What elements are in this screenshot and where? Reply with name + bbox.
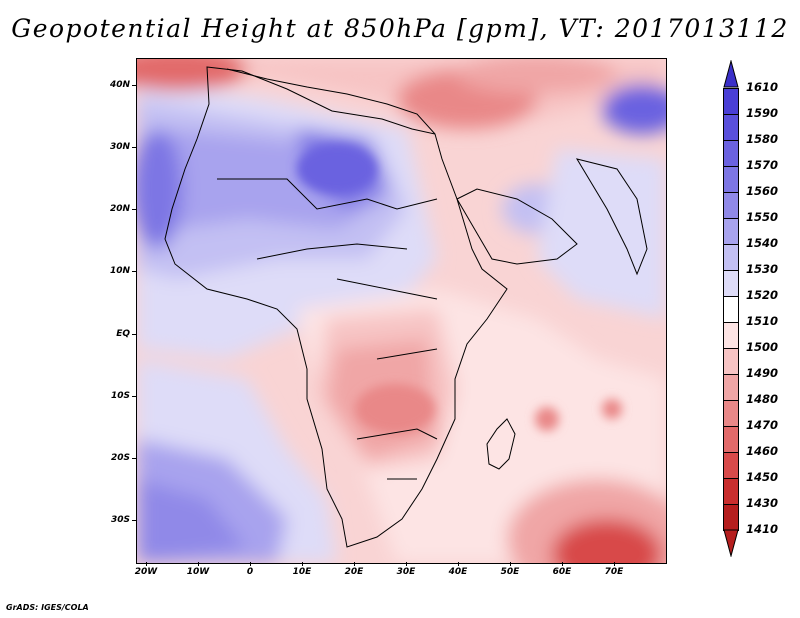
mediterranean-coast	[226, 68, 436, 135]
colorbar-swatch	[723, 296, 739, 323]
colorbar-level-label: 1510	[746, 314, 779, 328]
lat-tick	[132, 334, 136, 335]
colorbar-level-label: 1580	[746, 132, 779, 146]
colorbar-bottom-arrow	[723, 529, 739, 557]
colorbar-level-label: 1410	[746, 522, 779, 536]
colorbar-level-label: 1450	[746, 470, 779, 484]
colorbar-swatch	[723, 426, 739, 453]
lon-tick	[458, 562, 459, 566]
lon-label-10w: 10W	[186, 567, 210, 577]
colorbar-level-label: 1430	[746, 496, 779, 510]
lat-label-20s: 20S	[110, 453, 130, 463]
colorbar-level-label: 1480	[746, 392, 779, 406]
colorbar-swatch	[723, 166, 739, 193]
chart-title: Geopotential Height at 850hPa [gpm], VT:…	[11, 14, 789, 43]
lat-tick	[132, 520, 136, 521]
lon-tick	[198, 562, 199, 566]
colorbar-swatch	[723, 244, 739, 271]
colorbar-swatch	[723, 114, 739, 141]
lon-tick	[302, 562, 303, 566]
colorbar-swatch	[723, 192, 739, 219]
lat-label-10n: 10N	[109, 266, 130, 276]
colorbar-swatch	[723, 322, 739, 349]
coastlines	[164, 66, 648, 548]
country-borders	[217, 178, 438, 480]
colorbar-level-label: 1490	[746, 366, 779, 380]
lat-tick	[132, 396, 136, 397]
lon-tick	[354, 562, 355, 566]
lon-tick	[146, 562, 147, 566]
height-field	[137, 59, 666, 563]
madagascar-coast	[486, 418, 516, 470]
colorbar-swatch	[723, 504, 739, 531]
lon-label-50e: 50E	[500, 567, 520, 577]
colorbar-top-arrow	[723, 60, 739, 88]
lon-label-0: 0	[246, 567, 254, 577]
lon-tick	[406, 562, 407, 566]
india-coast	[575, 158, 648, 276]
lon-label-70e: 70E	[604, 567, 624, 577]
colorbar-swatch	[723, 88, 739, 115]
colorbar-level-label: 1550	[746, 210, 779, 224]
lon-tick	[510, 562, 511, 566]
colorbar-level-label: 1610	[746, 80, 779, 94]
map-plot-area	[136, 58, 667, 564]
colorbar-level-label: 1460	[746, 444, 779, 458]
lat-label-eq: EQ	[116, 329, 130, 339]
lon-tick	[250, 562, 251, 566]
lon-label-20w: 20W	[134, 567, 158, 577]
lat-label-10s: 10S	[110, 391, 130, 401]
lat-tick	[132, 271, 136, 272]
lon-label-20e: 20E	[344, 567, 364, 577]
lat-tick	[132, 209, 136, 210]
colorbar-level-label: 1470	[746, 418, 779, 432]
lon-tick	[614, 562, 615, 566]
colorbar-level-label: 1520	[746, 288, 779, 302]
colorbar-swatch	[723, 400, 739, 427]
colorbar-swatch	[723, 140, 739, 167]
lon-label-60e: 60E	[552, 567, 572, 577]
lon-label-40e: 40E	[448, 567, 468, 577]
lat-label-40n: 40N	[109, 80, 130, 90]
lat-tick	[132, 147, 136, 148]
colorbar-level-label: 1500	[746, 340, 779, 354]
lat-tick	[132, 458, 136, 459]
lon-tick	[562, 562, 563, 566]
colorbar-level-label: 1560	[746, 184, 779, 198]
lat-label-30n: 30N	[109, 142, 130, 152]
grads-credit: GrADS: IGES/COLA	[6, 603, 89, 612]
lat-label-30s: 30S	[110, 515, 130, 525]
colorbar-level-label: 1540	[746, 236, 779, 250]
lon-label-30e: 30E	[396, 567, 416, 577]
lon-label-10e: 10E	[292, 567, 312, 577]
height-detail	[297, 144, 622, 434]
colorbar-level-label: 1530	[746, 262, 779, 276]
colorbar-swatch	[723, 374, 739, 401]
colorbar-swatch	[723, 218, 739, 245]
colorbar-level-label: 1570	[746, 158, 779, 172]
colorbar-swatch	[723, 270, 739, 297]
lat-tick	[132, 85, 136, 86]
map-svg	[137, 59, 666, 563]
colorbar-swatch	[723, 348, 739, 375]
colorbar-swatch	[723, 478, 739, 505]
colorbar-level-label: 1590	[746, 106, 779, 120]
colorbar-swatch	[723, 452, 739, 479]
lat-label-20n: 20N	[109, 204, 130, 214]
arabia-coast	[456, 188, 578, 265]
